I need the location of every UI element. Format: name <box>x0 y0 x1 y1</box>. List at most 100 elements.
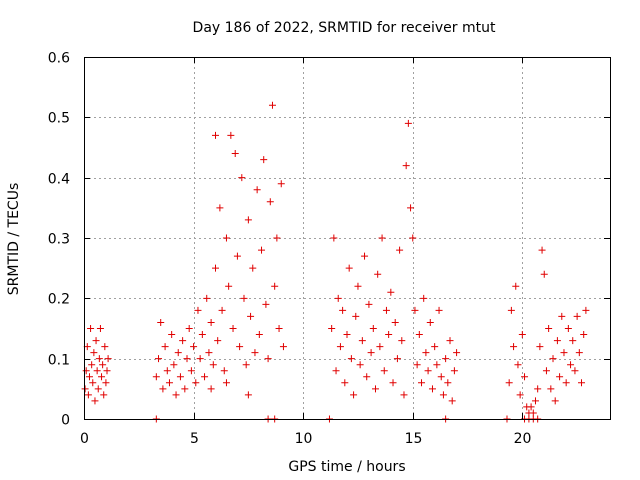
data-point <box>330 234 338 242</box>
data-point <box>343 331 351 339</box>
data-point <box>334 294 342 302</box>
data-point <box>262 300 270 308</box>
data-point <box>198 331 206 339</box>
data-point <box>435 306 443 314</box>
plot-frame <box>84 57 611 420</box>
data-point <box>328 325 336 332</box>
data-point <box>207 318 215 326</box>
data-point <box>402 162 410 170</box>
data-point <box>446 337 454 345</box>
data-point <box>442 355 450 363</box>
data-point <box>87 325 95 332</box>
data-point <box>514 361 522 369</box>
data-point <box>505 379 513 387</box>
data-point <box>247 312 255 320</box>
data-point <box>439 391 447 399</box>
x-tick-label: 0 <box>80 431 89 447</box>
data-point <box>453 349 461 357</box>
y-tick-label: 0.6 <box>48 51 70 67</box>
data-point <box>102 379 110 387</box>
data-point <box>233 252 241 260</box>
data-point <box>163 367 171 375</box>
data-point <box>391 318 399 326</box>
data-point <box>155 355 163 363</box>
data-point <box>518 331 526 339</box>
y-tick-label: 0 <box>61 413 70 429</box>
data-point <box>165 379 173 387</box>
data-point <box>85 373 93 381</box>
data-point <box>433 361 441 369</box>
data-point <box>190 343 198 351</box>
data-point <box>575 349 583 357</box>
data-point <box>212 131 219 139</box>
data-point <box>273 234 281 242</box>
x-tick-label: 20 <box>514 431 532 447</box>
data-point <box>374 270 382 278</box>
data-point <box>236 343 244 351</box>
data-point <box>536 343 544 351</box>
data-point <box>542 367 550 375</box>
x-tick-label: 15 <box>405 431 423 447</box>
data-point <box>560 349 568 357</box>
data-point <box>398 337 406 345</box>
data-point <box>371 385 379 393</box>
data-point <box>567 361 575 369</box>
data-point <box>264 355 272 363</box>
data-point <box>382 306 390 314</box>
y-tick-label: 0.5 <box>48 111 70 127</box>
data-point <box>369 325 377 332</box>
data-point <box>81 385 89 393</box>
data-point <box>365 300 373 308</box>
data-point <box>534 385 542 393</box>
data-point <box>426 318 434 326</box>
data-point <box>225 282 233 290</box>
data-point <box>444 379 452 387</box>
data-point <box>231 150 239 158</box>
data-point <box>90 349 98 357</box>
data-point <box>428 385 436 393</box>
y-tick-label: 0.3 <box>48 232 70 248</box>
data-point <box>95 355 103 363</box>
data-point <box>249 264 257 272</box>
data-point <box>176 373 184 381</box>
data-point <box>573 312 581 320</box>
data-point <box>279 343 287 351</box>
data-point <box>152 373 160 381</box>
x-tick-label: 5 <box>190 431 199 447</box>
data-point <box>339 306 347 314</box>
data-point <box>531 397 539 405</box>
data-point <box>352 312 360 320</box>
data-point <box>220 367 228 375</box>
data-point <box>387 288 395 296</box>
data-point <box>507 306 515 314</box>
data-point <box>203 294 211 302</box>
data-point <box>244 391 252 399</box>
data-point <box>549 355 557 363</box>
data-point <box>558 312 566 320</box>
data-point <box>547 385 555 393</box>
data-point <box>553 337 561 345</box>
data-point <box>556 373 564 381</box>
data-point <box>196 355 204 363</box>
data-point <box>94 385 102 393</box>
data-point <box>93 367 101 375</box>
data-point <box>578 379 586 387</box>
data-point <box>413 361 421 369</box>
data-point <box>376 343 384 351</box>
data-point <box>172 391 180 399</box>
y-tick-label: 0.4 <box>48 172 70 188</box>
data-point <box>98 373 106 381</box>
y-axis-label: SRMTID / TECUs <box>6 183 22 296</box>
data-point <box>431 343 439 351</box>
data-point <box>240 294 248 302</box>
data-point <box>409 234 417 242</box>
data-point <box>347 355 355 363</box>
data-point <box>181 385 189 393</box>
data-point <box>209 361 217 369</box>
data-point <box>336 343 344 351</box>
data-point <box>238 174 246 182</box>
data-point <box>564 325 572 332</box>
chart-title: Day 186 of 2022, SRMTID for receiver mtu… <box>193 20 496 36</box>
data-point <box>222 234 230 242</box>
